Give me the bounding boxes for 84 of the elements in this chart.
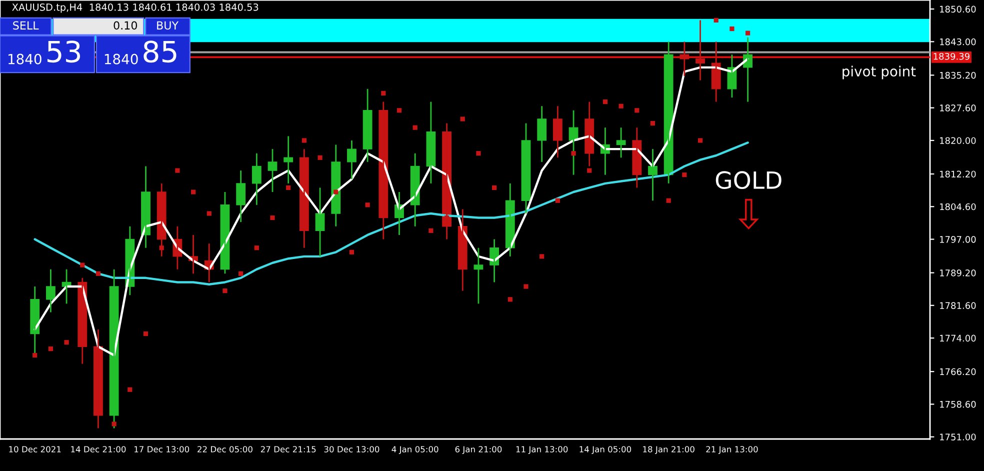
x-tick-label: 4 Jan 05:00 <box>392 446 438 454</box>
y-tick-label: 1843.00 <box>940 38 976 46</box>
point <box>666 198 671 203</box>
point <box>714 18 718 22</box>
annotation: 1840 <box>8 54 42 64</box>
x-tick-label: 17 Dec 13:00 <box>134 446 190 452</box>
annotation: SELL <box>13 21 39 30</box>
point <box>460 116 465 122</box>
y-tick-label: 1812.20 <box>940 170 976 178</box>
point <box>381 90 386 96</box>
y-tick-label: 1751.00 <box>940 434 976 440</box>
annotation: GOLD <box>716 171 782 190</box>
point <box>238 271 244 276</box>
annotation: 1840 <box>104 54 138 64</box>
annotation: 85 <box>144 40 176 63</box>
y-tick-label: 1766.20 <box>940 368 976 376</box>
candlestick <box>331 144 341 228</box>
point <box>206 211 212 216</box>
point <box>112 422 116 426</box>
point <box>492 185 497 190</box>
point <box>48 346 53 352</box>
point <box>746 30 750 36</box>
point <box>318 155 322 160</box>
x-tick-label: 22 Dec 05:00 <box>198 446 252 452</box>
point <box>571 151 576 156</box>
x-tick-label: 30 Dec 13:00 <box>324 446 380 452</box>
point <box>682 172 687 178</box>
point <box>587 168 592 173</box>
y-tick-label: 1835.20 <box>940 72 976 79</box>
point <box>302 138 306 143</box>
y-tick-label: 1789.20 <box>940 269 976 276</box>
y-tick-label: 1850.60 <box>940 6 976 13</box>
point <box>508 297 512 302</box>
point <box>80 262 85 268</box>
x-tick-label: 18 Jan 21:00 <box>643 446 694 454</box>
point <box>270 215 275 220</box>
point <box>222 288 228 294</box>
x-tick-label: 10 Dec 2021 <box>9 446 61 452</box>
y-tick-label: 1820.00 <box>940 137 976 144</box>
point <box>476 151 481 156</box>
point <box>412 125 418 130</box>
y-tick-label: 1804.60 <box>940 203 976 210</box>
point <box>698 138 703 143</box>
ref-line-label: 1839.39 <box>934 52 970 60</box>
y-tick-label: 1827.60 <box>940 104 976 112</box>
point <box>634 108 640 113</box>
x-tick-label: 14 Dec 21:00 <box>71 446 126 452</box>
point <box>349 250 354 254</box>
point <box>143 331 148 336</box>
x-tick-label: 27 Dec 21:15 <box>260 446 316 452</box>
annotation: 53 <box>48 40 80 63</box>
point <box>286 185 291 190</box>
point <box>175 168 180 173</box>
point <box>730 26 734 32</box>
x-tick-label: 6 Jan 21:00 <box>455 446 502 454</box>
point <box>32 352 38 358</box>
point <box>254 246 259 250</box>
point <box>618 104 624 108</box>
y-tick-label: 1781.60 <box>940 302 976 309</box>
point <box>159 246 164 250</box>
x-tick-label: 21 Jan 13:00 <box>706 446 758 454</box>
annotation: 0.10 <box>114 21 138 30</box>
point <box>365 202 370 208</box>
point <box>128 387 132 392</box>
point <box>540 254 544 259</box>
y-tick-label: 1758.60 <box>940 400 976 408</box>
x-tick-label: 11 Jan 13:00 <box>516 446 568 454</box>
point <box>64 340 69 345</box>
point <box>650 120 656 126</box>
annotation: pivot point <box>842 66 916 80</box>
y-tick-label: 1774.00 <box>940 334 976 342</box>
y-tick-label: 1797.00 <box>940 236 976 243</box>
point <box>555 198 560 203</box>
point <box>396 108 402 113</box>
annotation: BUY <box>157 21 179 30</box>
point <box>602 100 608 104</box>
point <box>334 190 338 194</box>
x-tick-label: 14 Jan 05:00 <box>580 446 632 454</box>
point <box>428 228 434 233</box>
point <box>190 190 196 194</box>
point <box>524 284 528 289</box>
candlestick <box>442 122 452 240</box>
point <box>96 271 101 276</box>
annotation: XAUUSD.tp,H4 1840.13 1840.61 1840.03 1840.53 <box>12 3 258 13</box>
